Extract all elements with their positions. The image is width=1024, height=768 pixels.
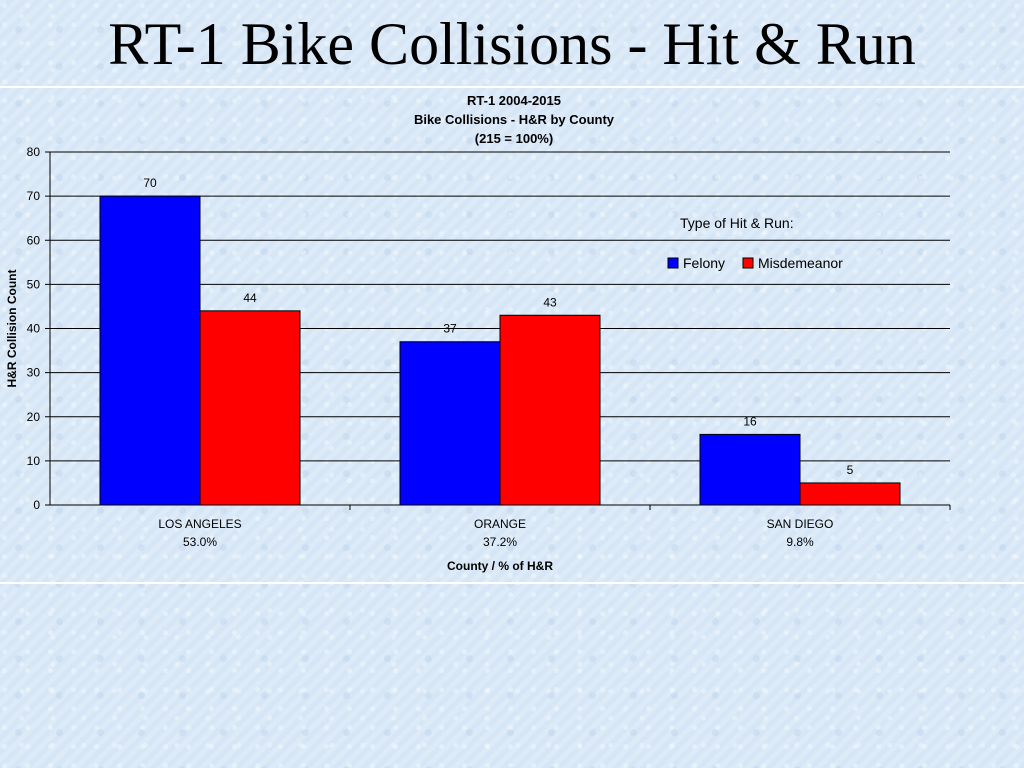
slide-title: RT-1 Bike Collisions - Hit & Run: [108, 11, 916, 77]
y-axis-label: H&R Collision Count: [5, 270, 19, 388]
y-tick-label: 10: [27, 454, 41, 468]
legend-label-felony: Felony: [683, 255, 725, 271]
x-axis-label: County / % of H&R: [447, 559, 553, 573]
bar-felony-los-angeles: [99, 195, 201, 506]
x-tick-label: SAN DIEGO: [767, 517, 834, 531]
y-tick-label: 80: [27, 145, 41, 159]
bar-value-label: 5: [847, 463, 854, 477]
y-tick-label: 50: [27, 277, 41, 291]
chart-title-line-3: (215 = 100%): [475, 131, 553, 146]
y-tick-label: 60: [27, 233, 41, 247]
bar-misdemeanor-orange: [499, 314, 601, 506]
bar-value-labels: 70 44 37 43 16 5: [143, 176, 853, 477]
bars: [99, 195, 901, 506]
top-divider: [0, 86, 1024, 88]
y-tick-label: 0: [33, 498, 40, 512]
legend: Type of Hit & Run: Felony Misdemeanor: [667, 215, 843, 271]
chart-title-line-2: Bike Collisions - H&R by County: [414, 112, 615, 127]
bar-felony-san-diego: [699, 433, 801, 506]
legend-title: Type of Hit & Run:: [680, 215, 794, 231]
x-tick-label: LOS ANGELES: [158, 517, 241, 531]
bar-value-label: 70: [143, 176, 157, 190]
x-tick-pct: 37.2%: [483, 535, 517, 549]
bar-misdemeanor-los-angeles: [199, 310, 301, 506]
x-tick-label: ORANGE: [474, 517, 526, 531]
bar-chart: RT-1 2004-2015 Bike Collisions - H&R by …: [5, 93, 951, 573]
legend-label-misdemeanor: Misdemeanor: [758, 255, 843, 271]
chart-title: RT-1 2004-2015 Bike Collisions - H&R by …: [414, 93, 615, 146]
bar-value-label: 43: [543, 295, 557, 309]
y-tick-label: 40: [27, 322, 41, 336]
bottom-divider: [0, 582, 1024, 584]
bar-value-label: 37: [443, 322, 457, 336]
x-axis-ticks: LOS ANGELES 53.0% ORANGE 37.2% SAN DIEGO 9.8%: [158, 505, 951, 549]
x-tick-pct: 53.0%: [183, 535, 217, 549]
chart-area: RT-1 2004-2015 Bike Collisions - H&R by …: [0, 88, 1024, 582]
y-tick-label: 30: [27, 366, 41, 380]
y-tick-label: 20: [27, 410, 41, 424]
bar-felony-orange: [399, 341, 501, 506]
bar-value-label: 16: [743, 414, 757, 428]
chart-title-line-1: RT-1 2004-2015: [467, 93, 561, 108]
bar-value-label: 44: [243, 291, 257, 305]
y-axis-ticks: 0 10 20 30 40 50 60 70 80: [27, 145, 50, 512]
legend-swatch-felony: [667, 257, 679, 269]
x-tick-pct: 9.8%: [786, 535, 814, 549]
legend-swatch-misdemeanor: [742, 257, 754, 269]
bar-misdemeanor-san-diego: [799, 482, 901, 506]
y-tick-label: 70: [27, 189, 41, 203]
